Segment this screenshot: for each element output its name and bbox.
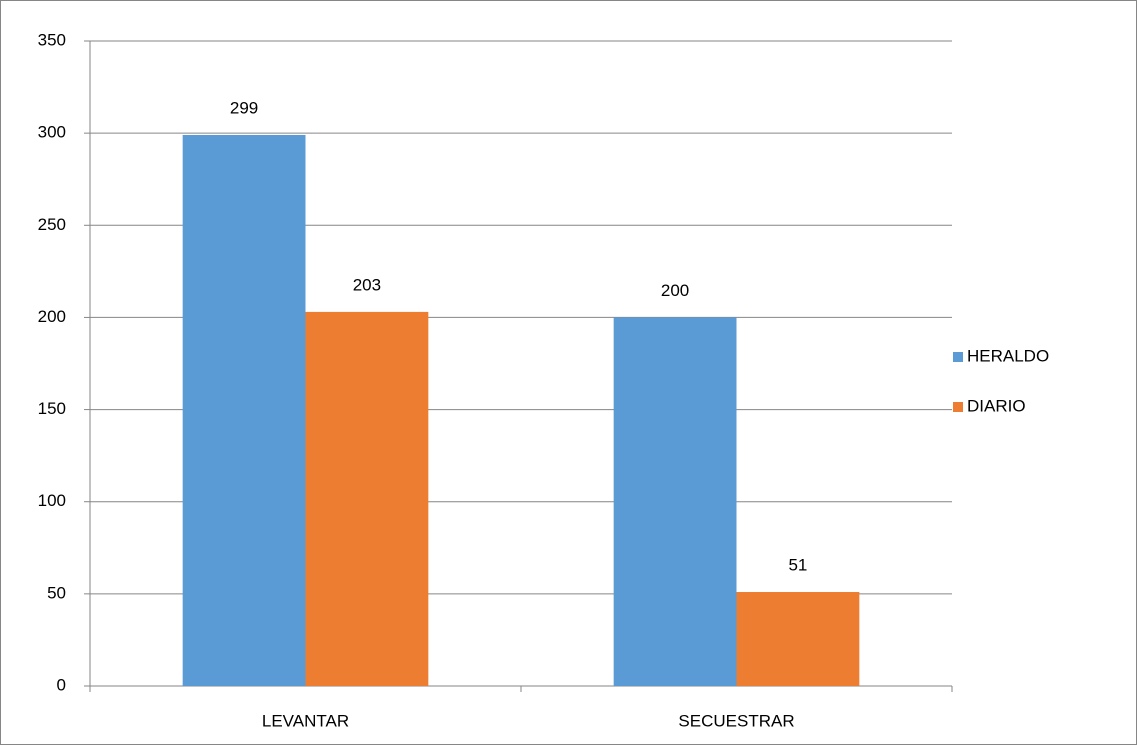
y-tick-label: 250 (38, 215, 66, 234)
x-tick-label: LEVANTAR (262, 711, 349, 730)
y-tick-label: 0 (57, 675, 66, 694)
y-tick-label: 150 (38, 399, 66, 418)
x-tick-label: SECUESTRAR (678, 711, 794, 730)
legend-label: DIARIO (967, 396, 1026, 415)
y-tick-label: 350 (38, 30, 66, 49)
y-tick-label: 300 (38, 123, 66, 142)
legend-swatch (953, 402, 963, 412)
y-tick-label: 200 (38, 307, 66, 326)
bar (736, 592, 860, 686)
value-label: 203 (353, 275, 381, 294)
bar (305, 311, 429, 686)
y-tick-label: 50 (47, 583, 66, 602)
legend-swatch (953, 352, 963, 362)
y-tick-label: 100 (38, 491, 66, 510)
value-label: 51 (788, 555, 807, 574)
bar (613, 317, 737, 686)
value-label: 299 (230, 98, 258, 117)
value-label: 200 (661, 281, 689, 300)
legend-label: HERALDO (967, 346, 1049, 365)
bar (182, 134, 306, 686)
